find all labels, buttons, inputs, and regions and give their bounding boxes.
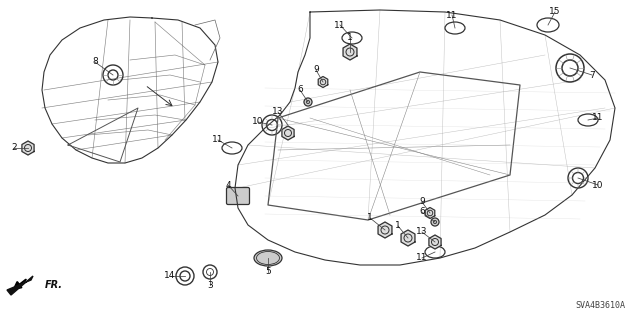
Circle shape [431,218,439,226]
Text: 1: 1 [395,221,401,231]
Text: 11: 11 [334,20,346,29]
FancyBboxPatch shape [227,188,250,204]
Text: 13: 13 [416,227,428,236]
Text: 3: 3 [207,280,213,290]
Text: FR.: FR. [45,280,63,290]
Text: 1: 1 [347,33,353,42]
Polygon shape [425,207,435,219]
Polygon shape [343,44,357,60]
Text: 1: 1 [367,213,373,222]
Text: 10: 10 [592,181,604,189]
Polygon shape [429,235,441,249]
Text: 5: 5 [265,268,271,277]
Text: 15: 15 [549,8,561,17]
Text: 10: 10 [252,117,264,127]
Text: 14: 14 [164,271,176,280]
Text: SVA4B3610A: SVA4B3610A [575,301,625,310]
Text: 9: 9 [419,197,425,206]
Text: 11: 11 [212,136,224,145]
Circle shape [304,98,312,106]
Text: 11: 11 [592,114,604,122]
Polygon shape [22,141,34,155]
Text: 13: 13 [272,108,284,116]
Text: 11: 11 [446,11,458,19]
Text: 6: 6 [297,85,303,94]
Text: 9: 9 [313,65,319,75]
Text: 4: 4 [225,181,231,189]
Text: 8: 8 [92,57,98,66]
Text: 2: 2 [11,144,17,152]
Polygon shape [318,77,328,87]
Text: 11: 11 [416,254,428,263]
Polygon shape [401,230,415,246]
Polygon shape [7,276,33,295]
Polygon shape [378,222,392,238]
Polygon shape [282,126,294,140]
Text: 7: 7 [589,70,595,79]
Text: 6: 6 [419,207,425,217]
Ellipse shape [254,250,282,266]
